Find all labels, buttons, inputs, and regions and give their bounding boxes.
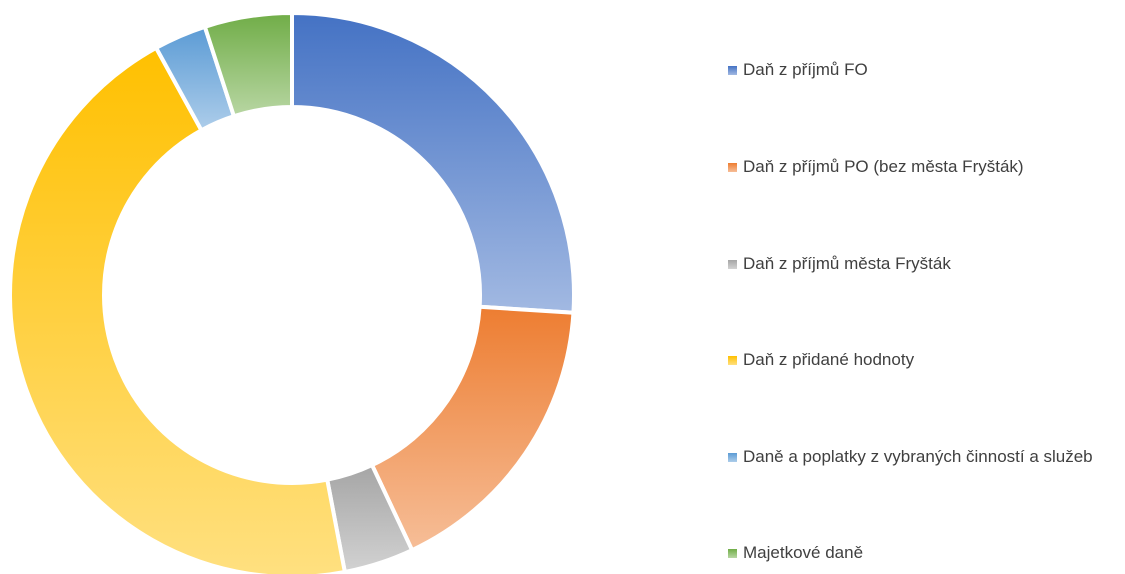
legend-swatch: [728, 453, 737, 462]
legend-item: Daň z přidané hodnoty: [728, 345, 1113, 375]
legend-swatch: [728, 260, 737, 269]
legend-item: Majetkové daně: [728, 538, 1113, 568]
legend-swatch: [728, 549, 737, 558]
legend-label: Majetkové daně: [743, 543, 864, 562]
legend-swatch: [728, 356, 737, 365]
legend-swatch: [728, 66, 737, 75]
donut-slice: [369, 304, 576, 553]
legend-label: Daň z příjmů PO (bez města Fryšták): [743, 157, 1024, 176]
legend-label: Daň z přidané hodnoty: [743, 350, 915, 369]
donut-slice: [8, 45, 348, 574]
legend-label: Daně a poplatky z vybraných činností a s…: [743, 447, 1093, 466]
donut: [8, 10, 576, 574]
legend-label: Daň z příjmů města Fryšták: [743, 254, 951, 273]
legend-swatch: [728, 163, 737, 172]
legend-label: Daň z příjmů FO: [743, 60, 868, 79]
legend-item: Daně a poplatky z vybraných činností a s…: [728, 442, 1113, 472]
legend-item: Daň z příjmů PO (bez města Fryšták): [728, 152, 1113, 182]
donut-slice: [202, 10, 294, 119]
donut-slice: [290, 10, 576, 315]
legend-item: Daň z příjmů FO: [728, 55, 1113, 85]
legend-item: Daň z příjmů města Fryšták: [728, 249, 1113, 279]
